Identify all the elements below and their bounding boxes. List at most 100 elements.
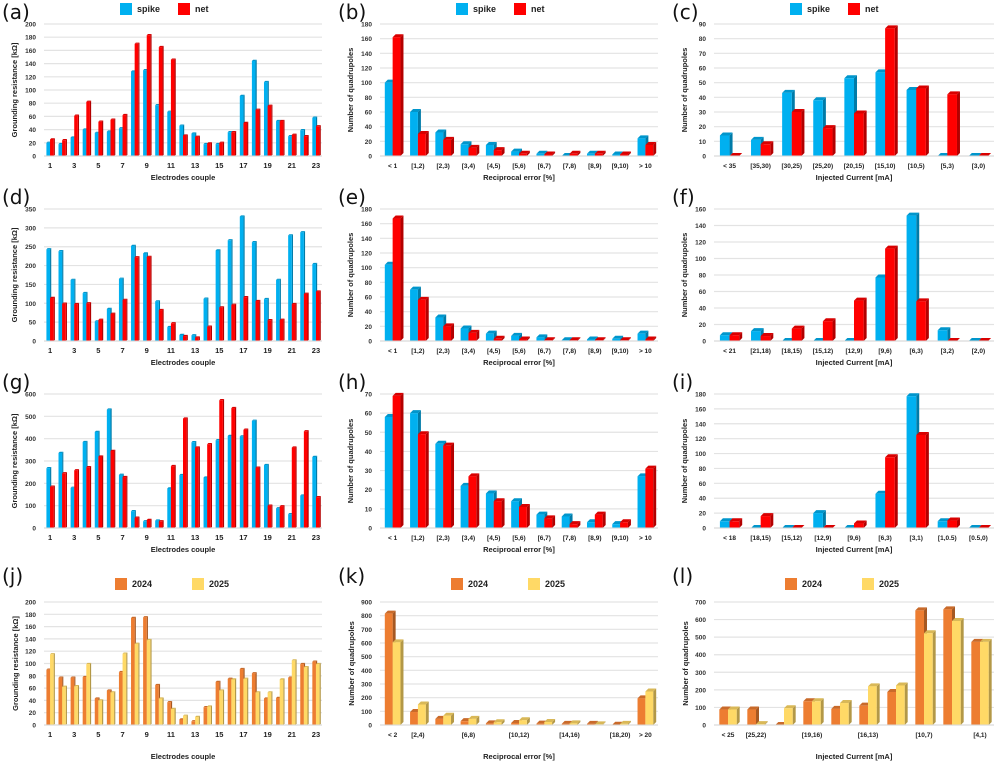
y-tick-label: 20 bbox=[365, 487, 373, 494]
bar-top bbox=[70, 278, 76, 280]
bar-top bbox=[227, 239, 233, 241]
bar-side bbox=[770, 513, 774, 528]
x-tick-label: [35,30) bbox=[750, 163, 771, 170]
bar-front bbox=[146, 35, 151, 156]
bar-net-21 bbox=[303, 430, 309, 528]
bar-top bbox=[511, 148, 522, 152]
bar-2025-4 bbox=[493, 719, 505, 725]
bar-top bbox=[255, 691, 261, 693]
bar-side bbox=[801, 109, 805, 156]
y-tick-label: 10 bbox=[699, 139, 707, 146]
bar-side bbox=[307, 135, 309, 156]
panel-label: (h) bbox=[338, 370, 367, 394]
bar-net-7 bbox=[569, 521, 581, 528]
x-tick-label: > 20 bbox=[639, 732, 652, 739]
bar-front bbox=[544, 721, 553, 725]
y-tick-label: 40 bbox=[699, 306, 707, 313]
bar-side bbox=[210, 325, 212, 341]
bar-spike-2 bbox=[782, 525, 795, 528]
x-tick-label: [15,10) bbox=[875, 163, 896, 170]
panel-label: (d) bbox=[2, 185, 31, 209]
bar-top bbox=[822, 125, 836, 129]
x-tick-label: [2,4) bbox=[411, 732, 424, 739]
y-tick-label: 80 bbox=[699, 36, 707, 43]
bar-top bbox=[50, 296, 55, 299]
bar-top bbox=[916, 298, 929, 302]
bar-side bbox=[102, 699, 104, 725]
bar-side bbox=[307, 665, 309, 725]
bar-front bbox=[493, 722, 502, 725]
bar-side bbox=[627, 720, 631, 725]
bar-side bbox=[53, 138, 55, 156]
bar-front bbox=[179, 125, 183, 156]
bar-top bbox=[937, 327, 951, 331]
bar-side bbox=[138, 516, 140, 528]
bar-top bbox=[536, 334, 548, 338]
bar-side bbox=[764, 721, 768, 725]
legend-swatch bbox=[528, 578, 541, 590]
bar-front bbox=[747, 709, 756, 725]
x-axis-label: Injected Current [mA] bbox=[816, 752, 893, 761]
bar-net-6 bbox=[916, 431, 929, 528]
y-tick-label: 60 bbox=[699, 481, 707, 488]
bar-top bbox=[435, 314, 447, 318]
bar-front bbox=[94, 132, 99, 156]
bar-top bbox=[58, 451, 64, 453]
bar-front bbox=[410, 413, 418, 528]
x-tick-label: 23 bbox=[312, 346, 320, 355]
bar-front bbox=[803, 701, 812, 725]
bar-front bbox=[569, 153, 578, 156]
chart-legend: 2024 2025 bbox=[785, 578, 899, 590]
bar-top bbox=[255, 108, 261, 110]
chart-panel-i: (i) 0 20 40 60 80 100 120 140 160 180 Number of qua… bbox=[670, 370, 1008, 560]
bar-2025-9 bbox=[980, 638, 992, 725]
legend-item-2025: 2025 bbox=[862, 578, 899, 590]
bar-2025-7 bbox=[134, 642, 140, 725]
y-tick-label: 0 bbox=[368, 526, 372, 533]
bar-side bbox=[210, 443, 212, 528]
bar-side bbox=[210, 142, 212, 156]
bar-net-16 bbox=[243, 428, 249, 528]
x-tick-label: [2,0) bbox=[972, 348, 985, 355]
bar-front bbox=[98, 121, 103, 156]
bar-top bbox=[751, 525, 764, 528]
bar-front bbox=[179, 334, 183, 341]
x-tick-label: 19 bbox=[263, 161, 271, 170]
bar-net-15 bbox=[231, 303, 237, 341]
y-tick-label: 20 bbox=[29, 140, 37, 147]
y-tick-label: 90 bbox=[699, 22, 707, 29]
bar-front bbox=[719, 521, 730, 528]
bar-front bbox=[82, 129, 87, 156]
bar-front bbox=[219, 307, 223, 341]
bar-side bbox=[283, 119, 285, 156]
bar-front bbox=[46, 669, 51, 725]
bar-top bbox=[191, 132, 197, 134]
bar-top bbox=[207, 142, 212, 144]
bar-top bbox=[586, 720, 598, 724]
bar-front bbox=[94, 321, 99, 341]
y-tick-label: 50 bbox=[29, 320, 37, 327]
bar-top bbox=[158, 308, 164, 311]
x-tick-label: 7 bbox=[120, 533, 124, 542]
bar-top bbox=[179, 718, 185, 720]
bar-front bbox=[519, 720, 527, 725]
bar-2025-7 bbox=[924, 630, 936, 725]
x-tick-label: [12,9) bbox=[846, 348, 863, 355]
bar-top bbox=[645, 142, 657, 145]
x-tick-label: [5,3) bbox=[941, 163, 954, 170]
bar-top bbox=[98, 120, 104, 122]
y-tick-label: 800 bbox=[361, 613, 372, 620]
bar-side bbox=[832, 318, 836, 341]
bar-top bbox=[279, 678, 285, 680]
bar-side bbox=[947, 327, 951, 341]
bar-top bbox=[586, 150, 598, 154]
bar-top bbox=[784, 705, 796, 709]
y-tick-label: 180 bbox=[25, 35, 36, 42]
bar-front bbox=[791, 328, 802, 341]
x-axis-label: Electrodes couple bbox=[151, 545, 216, 554]
bar-front bbox=[70, 677, 75, 725]
bar-front bbox=[263, 299, 268, 341]
bar-side bbox=[319, 662, 321, 725]
bar-side bbox=[295, 659, 297, 725]
bar-spike-8 bbox=[968, 338, 982, 341]
